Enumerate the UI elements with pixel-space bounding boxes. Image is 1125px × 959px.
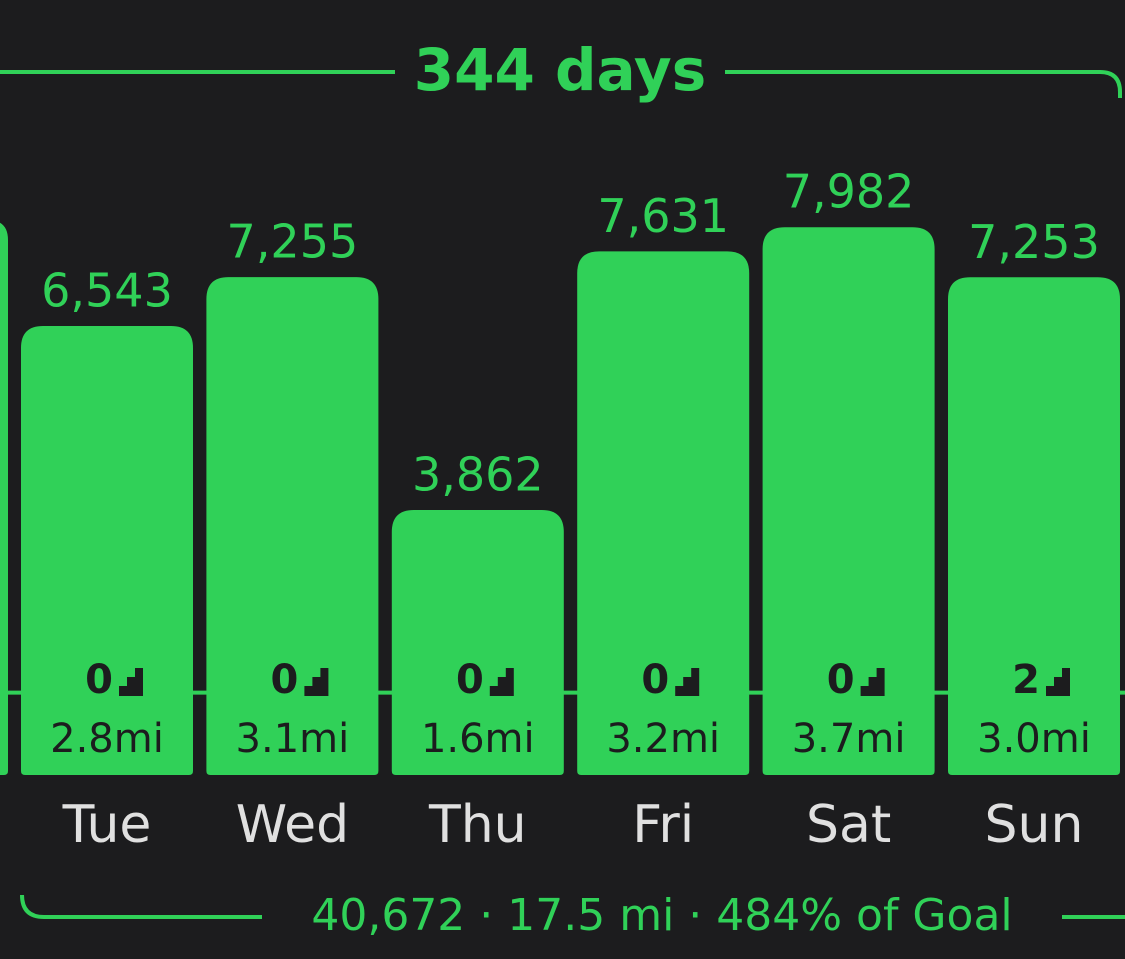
floors: 0 xyxy=(85,657,113,703)
distance: 2.8mi xyxy=(50,716,164,762)
floors: 0 xyxy=(827,657,855,703)
x-tick-label: Sat xyxy=(806,795,891,855)
distance: 1.6mi xyxy=(421,716,535,762)
floors: 0 xyxy=(641,657,669,703)
stairs-icon xyxy=(675,668,700,696)
stairs-icon xyxy=(119,668,143,696)
bar xyxy=(21,325,193,775)
stairs-icon xyxy=(860,668,885,696)
value-label: 7,982 xyxy=(783,165,915,219)
stairs-icon xyxy=(304,668,329,696)
floors: 2 xyxy=(1012,657,1040,703)
bar xyxy=(762,227,935,776)
floors: 0 xyxy=(271,657,299,703)
summary: 40,672 · 17.5 mi · 484% of Goal xyxy=(311,890,1012,941)
bar xyxy=(391,509,564,775)
bar xyxy=(948,277,1120,775)
x-tick-label: Sun xyxy=(985,795,1084,855)
value-label: 7,631 xyxy=(597,189,729,243)
distance: 3.2mi xyxy=(606,716,720,762)
value-label: 7,255 xyxy=(227,215,359,269)
value-label: 3,862 xyxy=(412,447,544,501)
stairs-icon xyxy=(1046,668,1070,696)
bar xyxy=(577,251,750,775)
distance: 3.1mi xyxy=(236,716,350,762)
bar xyxy=(206,277,379,775)
value-label: 6,543 xyxy=(41,263,173,317)
partial-bar xyxy=(0,222,8,775)
chart-title: 344 days xyxy=(414,36,706,104)
stairs-icon xyxy=(489,668,514,696)
floors: 0 xyxy=(456,657,484,703)
summary-bracket xyxy=(20,894,1125,919)
x-tick-label: Thu xyxy=(428,795,527,855)
range-bracket xyxy=(0,70,1122,98)
x-tick-label: Tue xyxy=(62,795,152,855)
distance: 3.7mi xyxy=(792,716,906,762)
x-tick-label: Wed xyxy=(236,795,349,855)
x-tick-label: Fri xyxy=(632,795,694,855)
value-label: 7,253 xyxy=(968,215,1100,269)
distance: 3.0mi xyxy=(977,716,1091,762)
